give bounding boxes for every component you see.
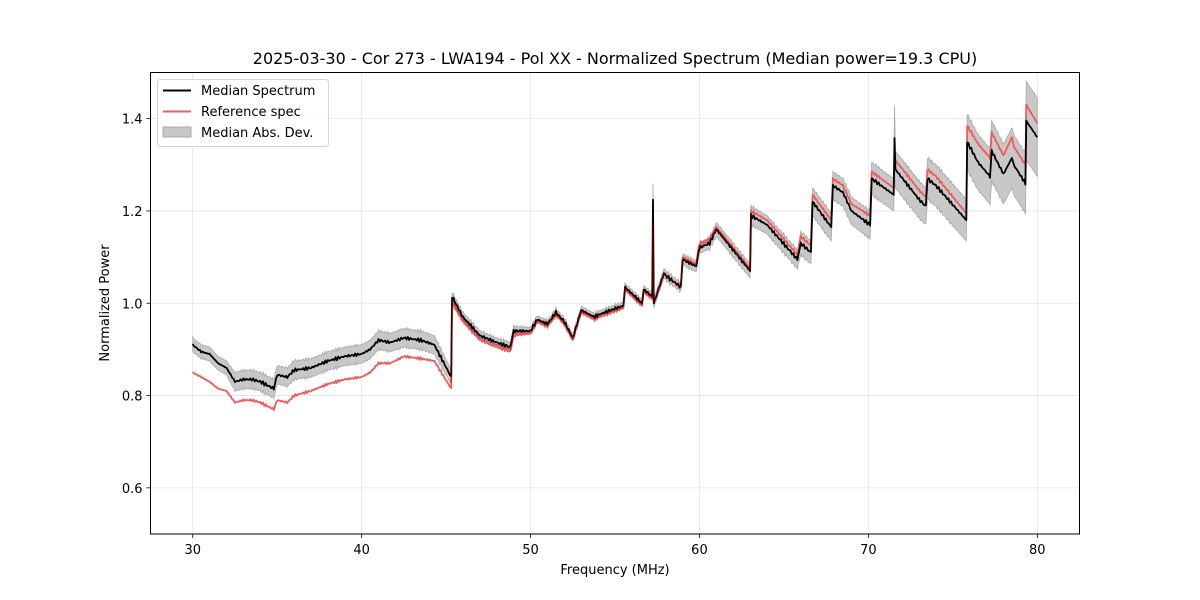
y-tick-label: 1.2 — [122, 205, 143, 220]
x-tick-label: 40 — [353, 543, 370, 558]
legend: Median Spectrum Reference spec Median Ab… — [157, 79, 329, 147]
y-axis-ticks: 0.6 0.8 1.0 1.2 1.4 — [122, 113, 151, 497]
overlap-line — [450, 213, 752, 383]
legend-box — [157, 79, 329, 147]
median-spectrum-layer — [191, 119, 1038, 391]
legend-mad-swatch — [162, 126, 192, 138]
legend-reference-label: Reference spec — [201, 105, 301, 120]
chart-title: 2025-03-30 - Cor 273 - LWA194 - Pol XX -… — [253, 49, 977, 68]
x-tick-label: 50 — [522, 543, 539, 558]
y-axis-label: Normalized Power — [98, 244, 113, 362]
y-tick-label: 1.4 — [122, 113, 143, 128]
y-tick-label: 0.8 — [122, 390, 143, 405]
x-tick-label: 70 — [860, 543, 877, 558]
legend-median-label: Median Spectrum — [201, 84, 315, 99]
x-axis-label: Frequency (MHz) — [560, 563, 669, 578]
median-spectrum-line — [191, 119, 1038, 391]
x-axis-ticks: 30 40 50 60 70 80 — [184, 534, 1046, 558]
y-tick-label: 0.6 — [122, 482, 143, 497]
y-tick-label: 1.0 — [122, 297, 143, 312]
legend-mad-label: Median Abs. Dev. — [201, 126, 313, 141]
x-tick-label: 30 — [184, 543, 201, 558]
x-tick-label: 80 — [1029, 543, 1046, 558]
x-tick-label: 60 — [691, 543, 708, 558]
